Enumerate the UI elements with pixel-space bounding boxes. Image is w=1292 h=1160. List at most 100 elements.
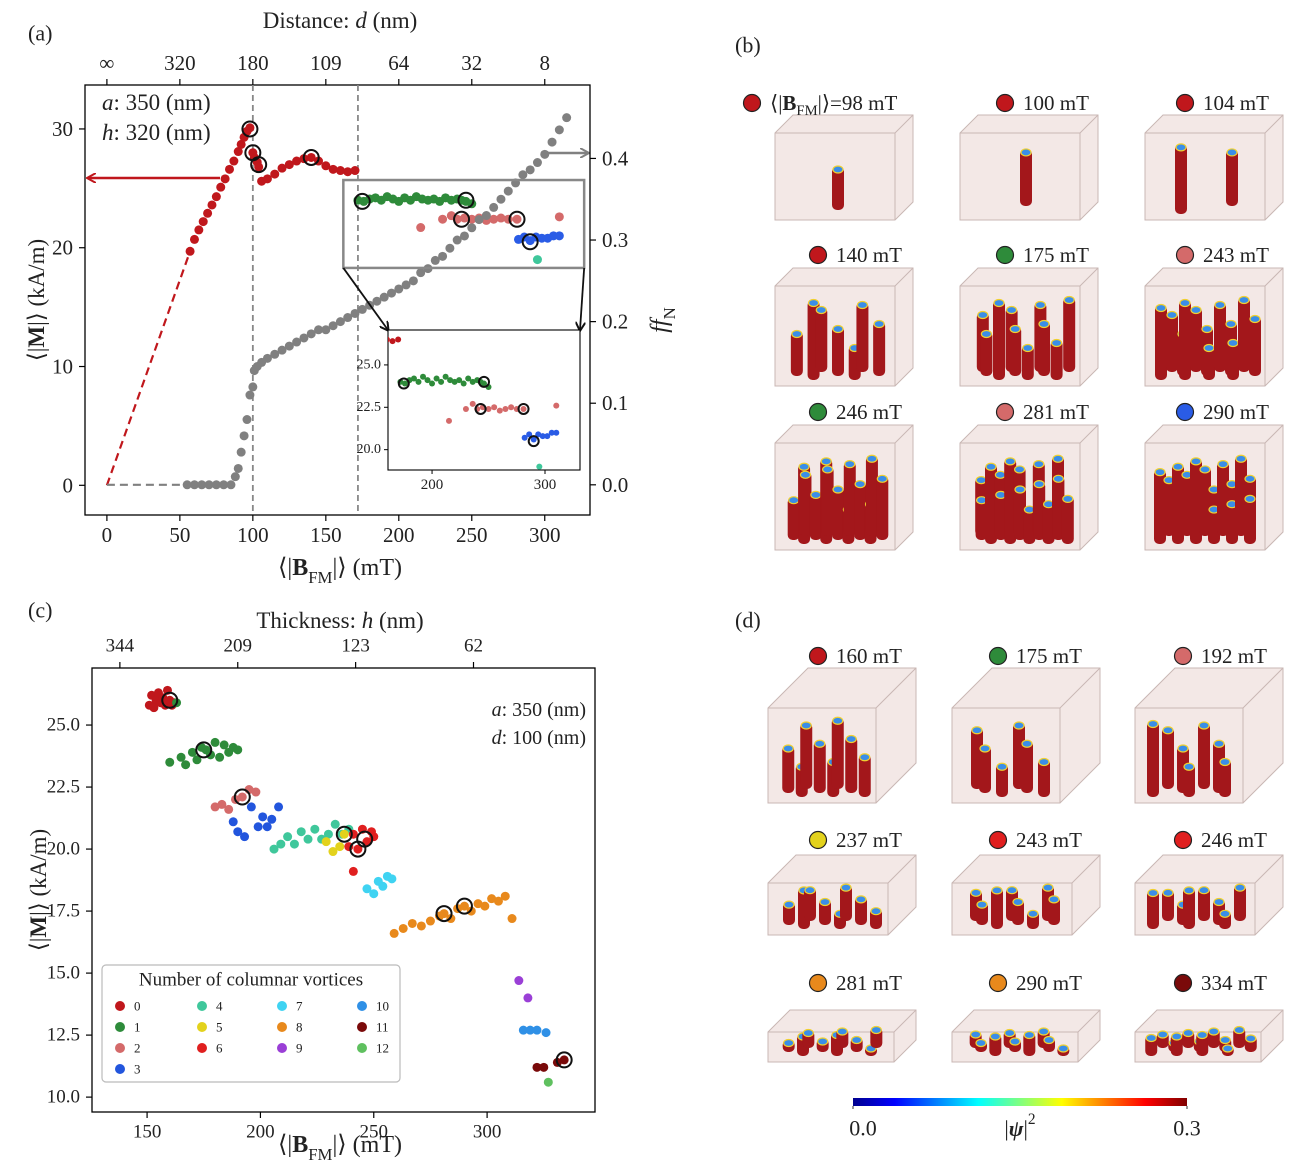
data-point: [328, 321, 338, 331]
vortex-core: [1009, 1037, 1021, 1046]
data-point: [350, 308, 360, 318]
data-point: [192, 755, 202, 765]
highlight-ring: [478, 375, 490, 388]
data-point: [330, 819, 340, 829]
state-label: 243 mT: [1016, 828, 1082, 852]
data-point: [407, 918, 417, 928]
data-point: [236, 447, 246, 457]
highlight-ring: [233, 788, 251, 806]
data-point: [493, 896, 503, 906]
colorbar-tick-label: 0.3: [1173, 1116, 1201, 1141]
data-point: [333, 342, 339, 348]
data-point: [518, 1025, 528, 1035]
data-point: [216, 182, 226, 192]
x-axis-label: ⟨|BFM|⟩ (mT): [278, 1132, 402, 1160]
vortex-core: [1245, 1034, 1257, 1043]
data-point: [462, 405, 469, 412]
vortex-tube: [790, 331, 803, 376]
vortex-tube: [1021, 345, 1034, 380]
vortex-core: [815, 305, 827, 315]
vortex-tube: [1012, 899, 1024, 925]
data-point: [215, 752, 225, 762]
data-point: [343, 313, 353, 323]
state-label: 175 mT: [1016, 644, 1082, 668]
data-point: [503, 186, 513, 196]
state-dot: [995, 402, 1015, 422]
data-point: [541, 1028, 551, 1038]
data-point: [327, 348, 333, 354]
data-point: [251, 787, 261, 797]
vortex-tube: [1147, 890, 1159, 929]
data-point: [532, 158, 542, 168]
vortex-core: [1234, 883, 1246, 892]
data-point: [447, 377, 454, 384]
state-dot: [808, 245, 828, 265]
vortex-core: [832, 716, 844, 725]
annotation-part: : 350 (nm): [502, 699, 586, 721]
vortex-tube: [1147, 721, 1159, 797]
vortex-core: [1203, 343, 1215, 353]
legend-label: 8: [296, 1020, 303, 1035]
legend-marker: [197, 1043, 207, 1053]
vortex-tube: [1234, 884, 1246, 921]
panel-label: (c): [28, 598, 52, 623]
vortex-core: [1147, 719, 1159, 729]
data-point: [240, 832, 250, 842]
data-point: [233, 745, 243, 755]
data-point: [348, 866, 358, 876]
vortex-tube: [804, 887, 816, 921]
x2-tick-label: 109: [310, 51, 342, 75]
y2-axis-label-part: ff: [647, 316, 673, 333]
state-dot: [808, 402, 828, 422]
annotation-part: : 100 (nm): [502, 727, 586, 749]
data-point: [289, 839, 299, 849]
vortex-tube: [831, 717, 844, 789]
data-point: [469, 378, 476, 385]
data-point: [442, 373, 449, 380]
data-point: [295, 348, 301, 354]
y2-tick-label: 0.0: [602, 473, 628, 497]
vortex-core: [1217, 460, 1229, 469]
x-axis-label-part: FM: [308, 1145, 332, 1160]
vortex-core: [798, 462, 810, 471]
vortex-core: [859, 753, 871, 762]
data-point: [277, 345, 287, 355]
highlight-ring: [312, 275, 322, 285]
highlight-ring: [527, 435, 540, 448]
data-point: [387, 288, 397, 298]
inset-plot: [295, 275, 560, 470]
vortex-core: [1190, 305, 1202, 315]
highlight-ring: [250, 156, 268, 174]
y-tick-label: 22.5: [47, 777, 80, 798]
vortex-core: [782, 744, 794, 753]
x-axis-label-part: B: [292, 555, 308, 581]
data-point: [350, 323, 356, 329]
vortex-core: [1199, 465, 1211, 474]
inset-y-tick-label: 20.0: [357, 442, 382, 457]
vortex-core: [1145, 1033, 1157, 1043]
highlight-ring: [314, 309, 324, 319]
data-point: [307, 299, 313, 305]
data-point: [460, 380, 467, 387]
vortex-core: [1172, 462, 1184, 471]
vortex-core: [975, 476, 987, 485]
x2-axis-label: Thickness: h (nm): [256, 608, 423, 633]
legend-title: Number of columnar vortices: [139, 970, 363, 991]
state-label: 334 mT: [1201, 971, 1267, 995]
data-point: [416, 268, 426, 278]
legend-label: 7: [296, 999, 303, 1014]
highlight-ring: [353, 192, 371, 210]
data-point: [547, 137, 557, 147]
vortex-core: [1014, 485, 1026, 494]
annotation-part: a: [102, 90, 114, 115]
y-tick-label: 10: [52, 355, 73, 379]
vortex-core: [1005, 305, 1018, 315]
data-point: [321, 161, 331, 171]
vortex-core: [1155, 303, 1167, 313]
vortex-tube: [1162, 889, 1174, 921]
vortex-tube: [1198, 722, 1210, 789]
vortex-core: [1020, 148, 1032, 157]
legend-label: 0: [134, 999, 141, 1014]
y2-axis-label-part: N: [660, 307, 679, 319]
x2-axis-label-part: h: [362, 608, 374, 633]
